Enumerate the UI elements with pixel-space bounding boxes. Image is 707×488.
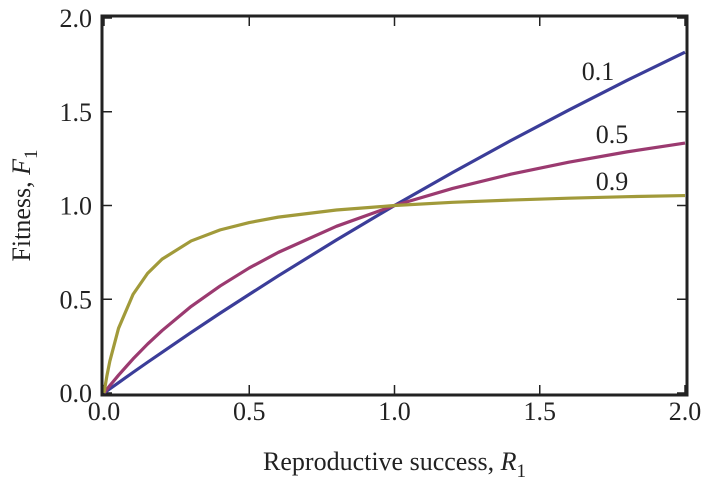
x-tick-label: 1.0 <box>378 397 411 426</box>
x-tick-label: 0.0 <box>88 397 121 426</box>
y-tick-label: 0.0 <box>60 379 93 408</box>
series-label: 0.1 <box>582 57 615 86</box>
line-series <box>103 50 686 395</box>
x-axis-label: Reproductive success, R1 <box>263 447 526 482</box>
line-series <box>102 193 686 394</box>
x-axis-label-text: Reproductive success, <box>263 447 501 476</box>
series-label: 0.9 <box>596 167 629 196</box>
x-axis-label-var: R <box>500 447 517 476</box>
plot-frame <box>100 14 689 397</box>
y-tick-label: 1.0 <box>60 192 93 221</box>
y-axis-label: Fitness, F1 <box>7 149 42 261</box>
x-tick-label: 2.0 <box>669 397 702 426</box>
line-series <box>102 141 686 394</box>
y-tick-label: 1.5 <box>60 98 93 127</box>
x-tick-label: 0.5 <box>233 397 266 426</box>
y-axis-label-var: F <box>7 158 36 176</box>
y-tick-label: 2.0 <box>60 4 93 33</box>
y-axis-label-sub: 1 <box>21 149 42 159</box>
x-axis-label-sub: 1 <box>516 461 526 482</box>
y-tick-label: 0.5 <box>60 285 93 314</box>
x-tick-label: 1.5 <box>524 397 557 426</box>
series-label: 0.5 <box>596 120 629 149</box>
y-axis-label-text: Fitness, <box>7 175 36 262</box>
